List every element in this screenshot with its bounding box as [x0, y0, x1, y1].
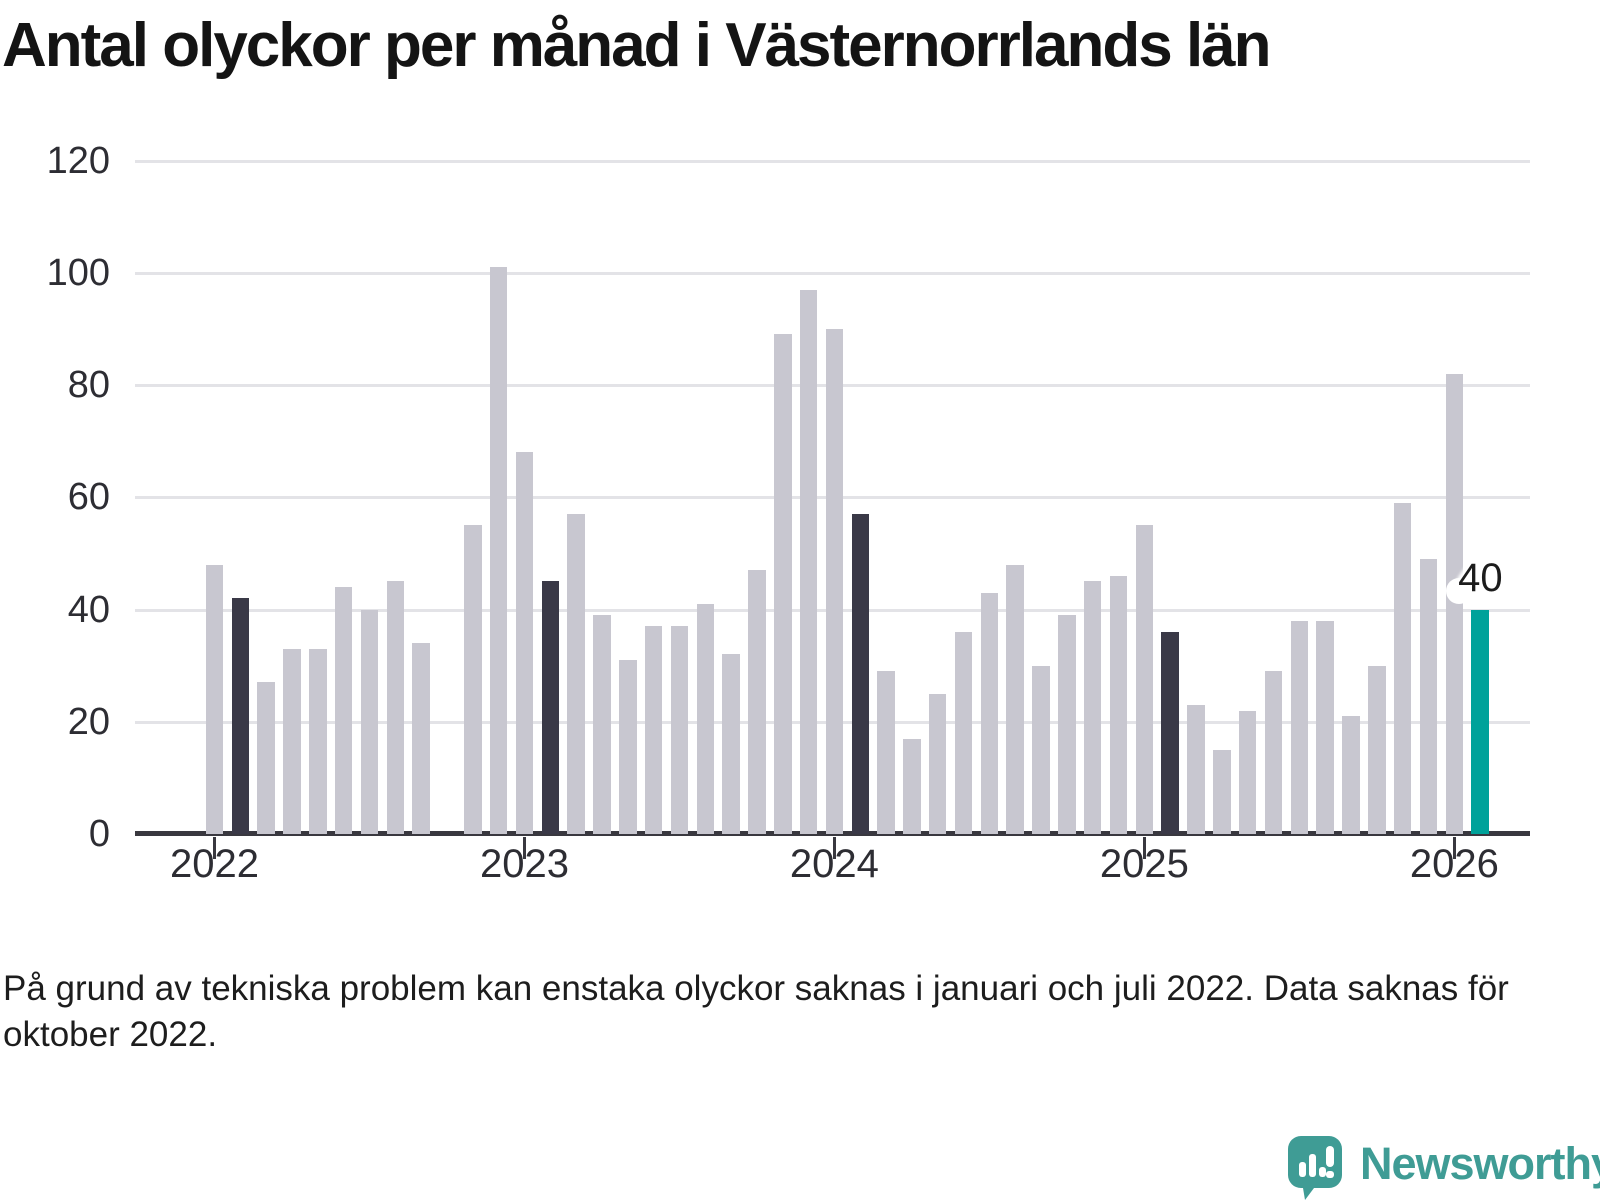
bar-2024-10: [1058, 615, 1076, 834]
gridline-y-120: [135, 159, 1530, 163]
bar-2025-02: [1161, 631, 1179, 834]
bar-2025-05: [1238, 710, 1257, 834]
newsworthy-logo: Newsworthy: [1288, 1136, 1600, 1200]
bar-2024-09: [1032, 665, 1050, 834]
newsworthy-bubble-chart-icon: [1288, 1136, 1342, 1200]
bar-2022-03: [257, 682, 275, 834]
bar-2022-07: [360, 609, 379, 834]
y-axis-label-0: 0: [88, 813, 110, 855]
bar-2025-03: [1187, 704, 1205, 834]
bar-2024-05: [928, 693, 947, 834]
bar-2023-10: [748, 570, 766, 834]
footnote-line-1: På grund av tekniska problem kan enstaka…: [3, 969, 1509, 1008]
annotation-halo: [1446, 577, 1473, 604]
y-axis-label-40: 40: [67, 588, 110, 631]
y-axis-label-120: 120: [46, 139, 110, 182]
bar-2023-06: [644, 626, 663, 834]
bar-2022-05: [309, 648, 327, 834]
bar-2022-11: [464, 525, 482, 834]
bar-2025-04: [1213, 749, 1231, 834]
bar-2026-01: [1445, 373, 1464, 834]
bar-2023-08: [696, 603, 715, 834]
x-axis-label-2025: 2025: [1099, 842, 1189, 886]
bar-2025-07: [1290, 620, 1309, 834]
x-axis-label-2026: 2026: [1409, 842, 1499, 886]
bar-2022-06: [334, 587, 353, 834]
bar-2024-11: [1083, 581, 1102, 834]
bar-2025-09: [1342, 716, 1360, 834]
gridline-y-100: [135, 271, 1530, 275]
bar-2022-08: [386, 581, 405, 834]
y-axis-label-100: 100: [46, 251, 110, 294]
bar-2025-11: [1393, 502, 1412, 834]
bar-2024-03: [877, 671, 895, 834]
x-tick-2025: [1142, 837, 1146, 859]
bar-2023-11: [774, 334, 792, 834]
bar-2024-07: [980, 592, 999, 834]
bar-2023-02: [541, 581, 560, 834]
bar-2023-09: [722, 654, 740, 834]
bar-2022-09: [412, 643, 430, 834]
bar-2023-03: [567, 514, 585, 834]
bar-2023-12: [799, 289, 818, 834]
x-tick-2024: [832, 837, 836, 859]
bar-2025-10: [1368, 665, 1386, 834]
bar-2022-02: [231, 598, 250, 834]
bar-chart: 0 20 40 60 80 100 120 2022 2023 2024 2025 2026 40: [46, 139, 1530, 886]
y-axis-label-80: 80: [67, 364, 110, 406]
bar-2022-12: [489, 267, 508, 834]
bar-2024-06: [954, 631, 973, 834]
bar-2023-04: [593, 615, 611, 834]
newsworthy-wordmark: Newsworthy: [1360, 1138, 1600, 1189]
x-axis-label-2022: 2022: [170, 842, 259, 886]
x-axis-label-2024: 2024: [789, 842, 879, 886]
bar-2024-04: [903, 738, 921, 834]
bar-2023-05: [619, 660, 637, 834]
bar-2024-12: [1109, 575, 1128, 834]
bar-2024-08: [1006, 564, 1024, 834]
x-tick-2023: [522, 837, 526, 859]
bar-2025-01: [1135, 525, 1154, 834]
bar-2024-02: [851, 514, 869, 834]
bar-2022-04: [283, 648, 301, 834]
bar-2025-08: [1316, 620, 1334, 834]
bar-2025-06: [1264, 671, 1283, 834]
bar-2022-01: [205, 564, 224, 834]
y-axis-label-20: 20: [67, 700, 110, 743]
bar-2023-07: [670, 626, 689, 834]
x-tick-2026: [1452, 837, 1456, 859]
x-axis-label-2023: 2023: [479, 842, 569, 886]
bar-2026-02: [1471, 609, 1489, 834]
footnote: På grund av tekniska problem kan enstaka…: [3, 966, 1563, 1058]
x-tick-2022: [213, 837, 216, 859]
bar-2024-01: [825, 328, 844, 834]
bar-2023-01: [515, 452, 534, 834]
y-axis-label-60: 60: [67, 476, 110, 519]
chart-title: Antal olyckor per månad i Västernorrland…: [2, 11, 1272, 80]
bar-2025-12: [1419, 558, 1438, 834]
annotation-value-label: 40: [1458, 555, 1503, 600]
footnote-line-2: oktober 2022.: [3, 1015, 218, 1054]
